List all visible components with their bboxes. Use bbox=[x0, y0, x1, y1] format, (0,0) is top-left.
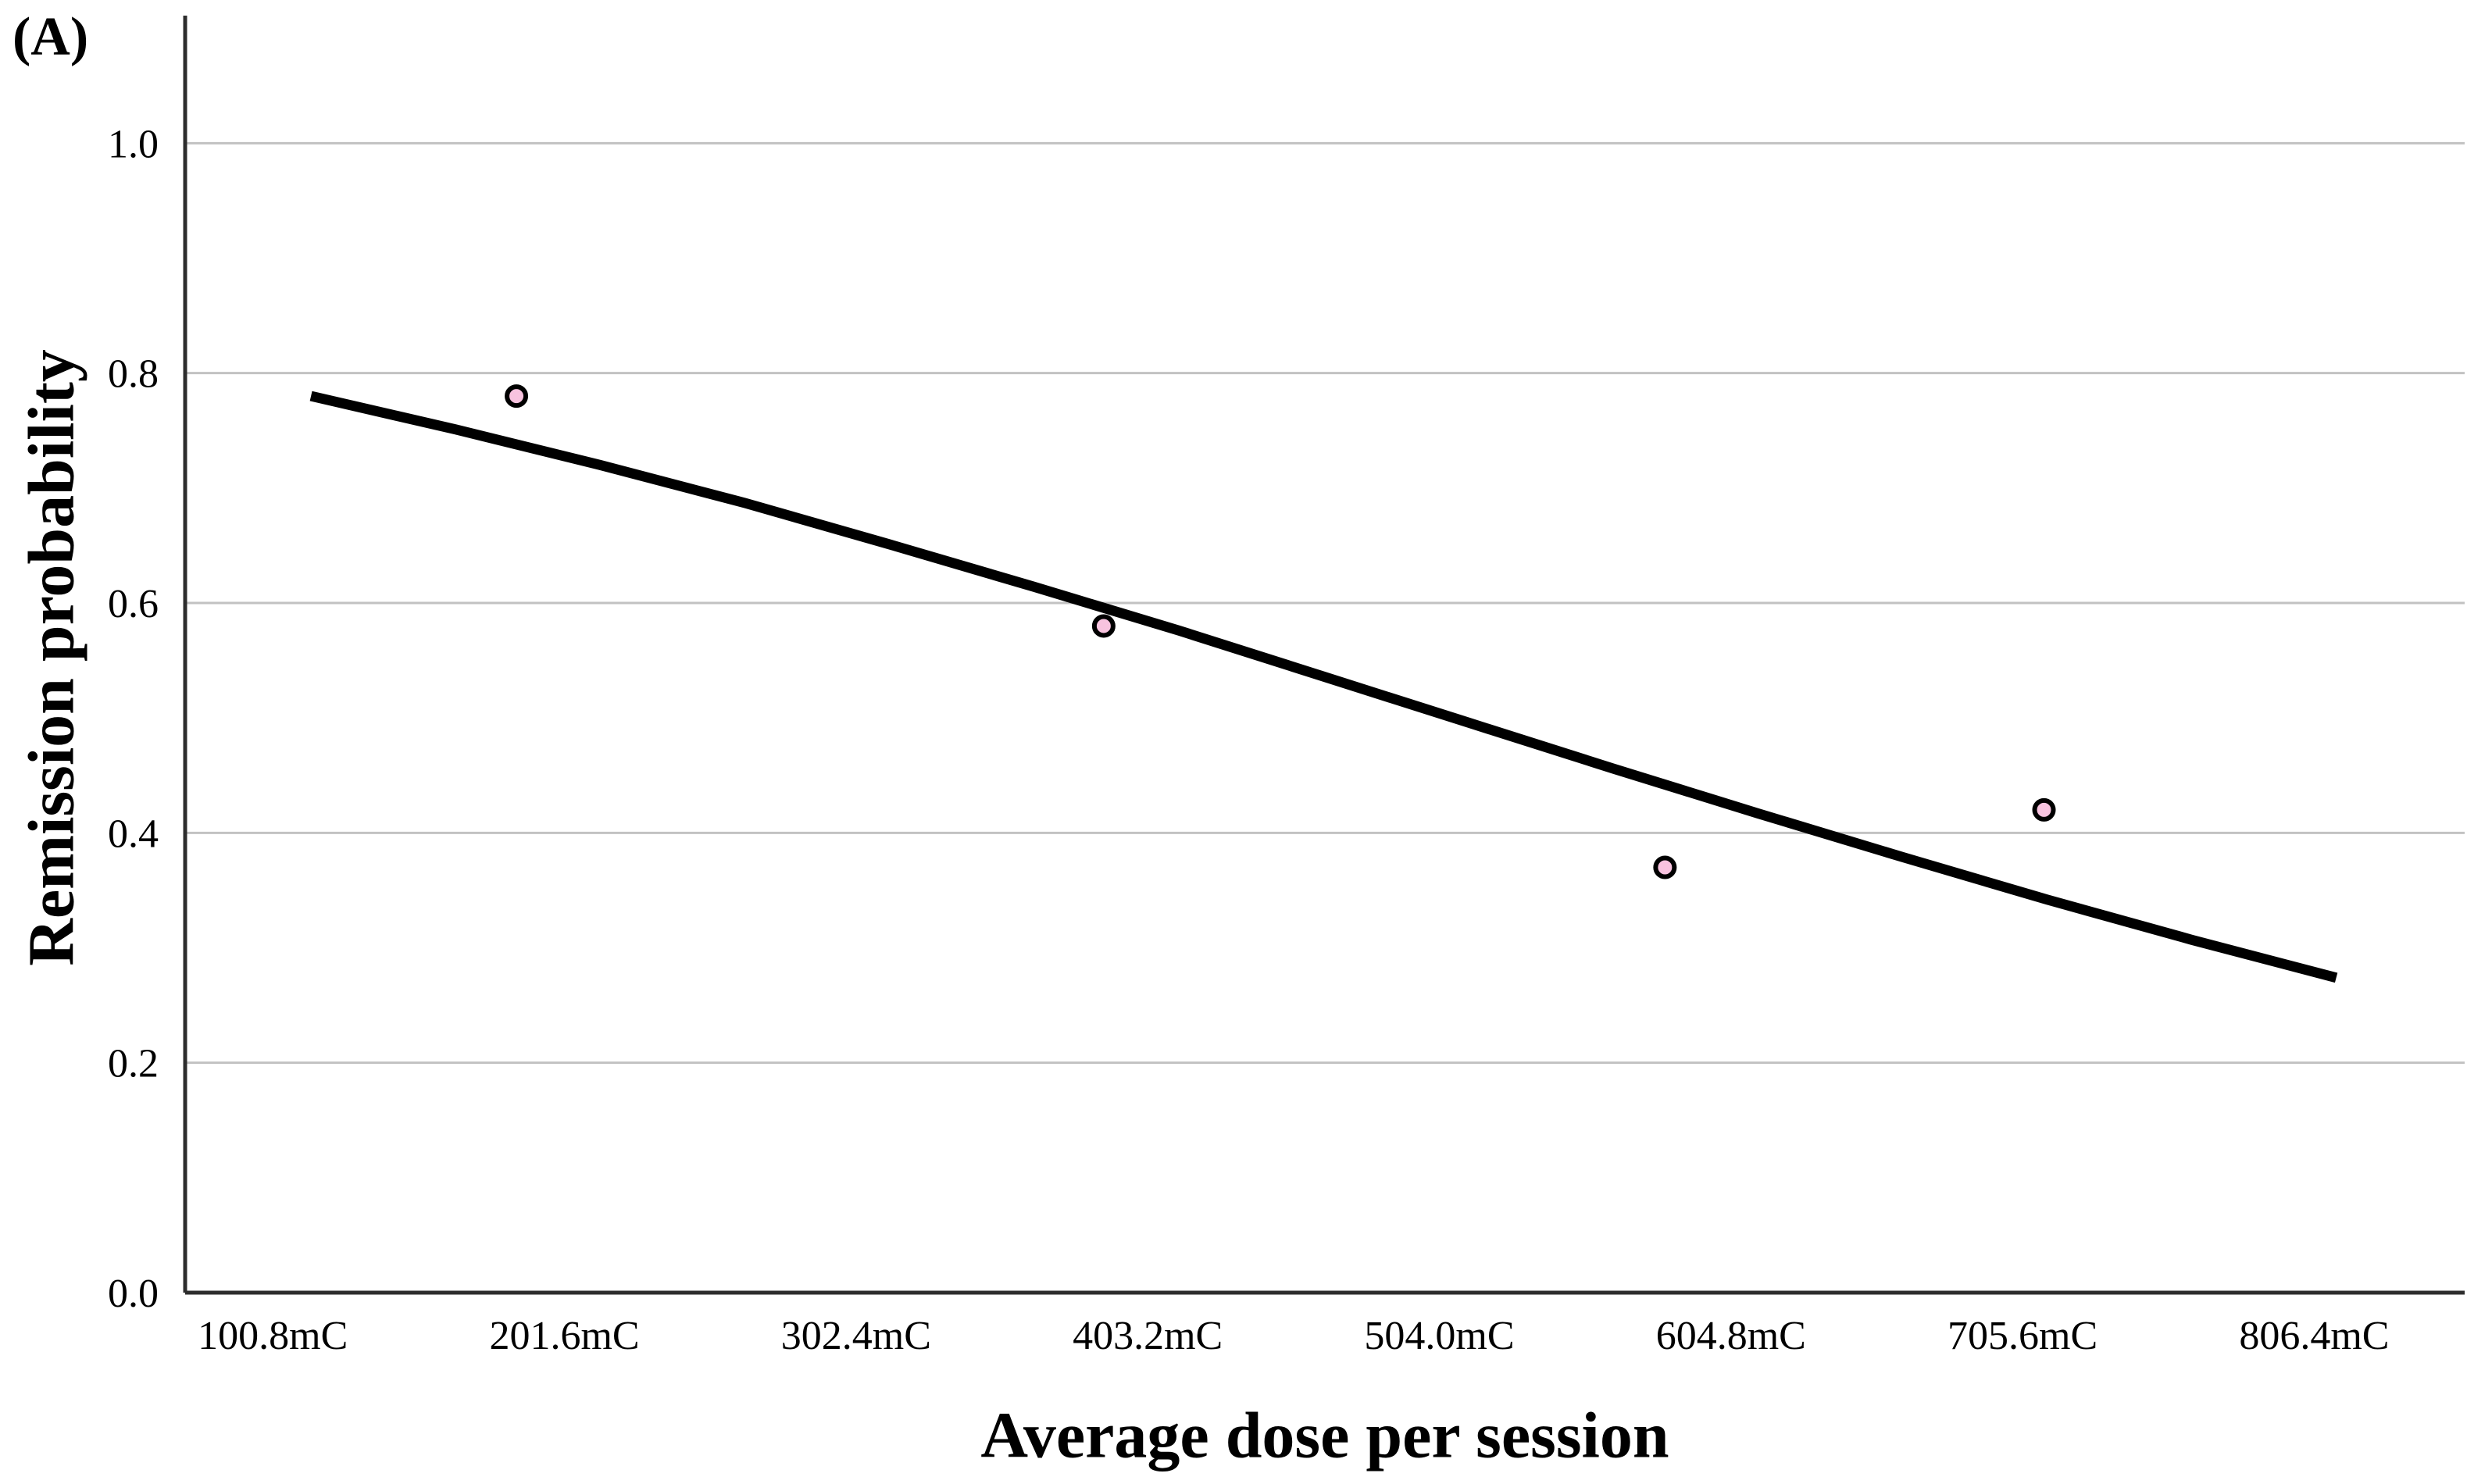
panel-label: (A) bbox=[12, 7, 89, 67]
y-tick-label: 0.8 bbox=[108, 352, 159, 397]
y-tick-label: 0.2 bbox=[108, 1042, 159, 1086]
x-axis-title: Average dose per session bbox=[980, 1399, 1669, 1472]
x-tick-label: 806.4mC bbox=[2239, 1314, 2389, 1358]
y-tick-label: 0.4 bbox=[108, 812, 159, 856]
data-point bbox=[1091, 614, 1116, 638]
y-tick-label: 0.6 bbox=[108, 582, 159, 626]
x-tick-label: 100.8mC bbox=[198, 1314, 348, 1358]
data-point bbox=[1653, 855, 1677, 879]
x-tick-label: 201.6mC bbox=[489, 1314, 639, 1358]
data-point bbox=[2032, 797, 2056, 822]
data-point bbox=[505, 384, 529, 408]
trend-line bbox=[309, 391, 2338, 983]
y-tick-label: 0.0 bbox=[108, 1272, 159, 1316]
x-tick-label: 504.0mC bbox=[1364, 1314, 1514, 1358]
x-tick-label: 705.6mC bbox=[1948, 1314, 2097, 1358]
x-tick-label: 604.8mC bbox=[1656, 1314, 1806, 1358]
x-tick-label: 403.2mC bbox=[1073, 1314, 1223, 1358]
y-tick-label: 1.0 bbox=[108, 122, 159, 166]
x-tick-label: 302.4mC bbox=[781, 1314, 931, 1358]
